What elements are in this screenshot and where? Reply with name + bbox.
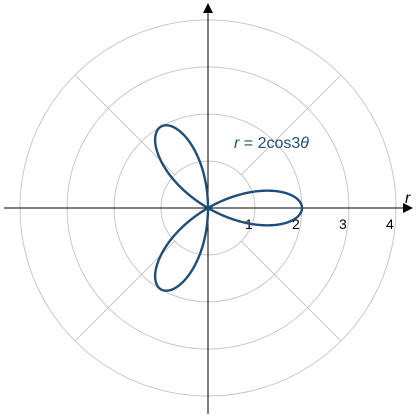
- horizontal-axis-arrow: [403, 203, 413, 213]
- radial-tick-label-2: 2: [292, 216, 300, 232]
- radial-tick-label-4: 4: [386, 216, 394, 232]
- grid-ray-225: [74, 240, 176, 342]
- equation-lhs: r: [234, 135, 240, 152]
- grid-ray-45: [240, 74, 342, 176]
- equation-var: θ: [300, 135, 309, 152]
- equation-annotation: r = 2cos3θ: [234, 135, 309, 152]
- rose-curve-series-line: [153, 124, 304, 292]
- radial-axis-label: r: [405, 190, 411, 207]
- equation-rhs: = 2cos3: [239, 135, 300, 152]
- radial-tick-label-3: 3: [339, 216, 347, 232]
- vertical-axis-arrow: [203, 3, 213, 13]
- curve-layer: [153, 124, 304, 292]
- grid-ray-315: [240, 240, 342, 342]
- grid-ray-135: [74, 74, 176, 176]
